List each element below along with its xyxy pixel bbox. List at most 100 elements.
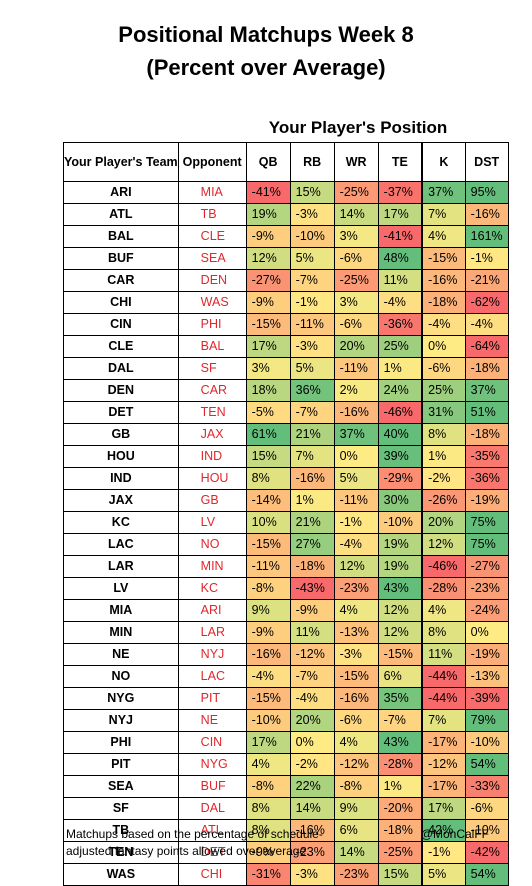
k-value-cell: 7% [421,709,466,732]
rb-value-cell: -11% [289,313,335,336]
rb-value-cell: 11% [289,621,335,644]
qb-value-cell: -16% [245,643,291,666]
wr-value-cell: -6% [333,709,379,732]
table-body: ARI MIA -41% 15% -25% -37% 37% 95% ATL TB 19% -3% 14… [63,181,509,886]
qb-value-cell: -15% [245,687,291,710]
dst-value-cell: 79% [464,709,509,732]
team-cell: SF [63,797,179,820]
column-header-rb: RB [289,142,335,182]
k-value-cell: 12% [421,533,466,556]
te-value-cell: 1% [377,775,423,798]
opponent-cell: DEN [177,269,247,292]
rb-value-cell: 5% [289,357,335,380]
k-value-cell: 20% [421,511,466,534]
qb-value-cell: 19% [245,203,291,226]
chart-title-line2: (Percent over Average) [146,55,386,80]
k-value-cell: -16% [421,269,466,292]
table-row: CAR DEN -27% -7% -25% 11% -16% -21% [63,269,509,292]
opponent-cell: SEA [177,247,247,270]
te-value-cell: -15% [377,643,423,666]
position-group-header: Your Player's Position [268,118,448,137]
table-row: SF DAL 8% 14% 9% -20% 17% -6% [63,797,509,820]
dst-value-cell: -23% [464,577,509,600]
k-value-cell: -44% [421,665,466,688]
te-value-cell: 40% [377,423,423,446]
rb-value-cell: -12% [289,643,335,666]
team-cell: PIT [63,753,179,776]
te-value-cell: -20% [377,797,423,820]
k-value-cell: 11% [421,643,466,666]
k-value-cell: -1% [421,841,466,864]
team-cell: KC [63,511,179,534]
rb-value-cell: 7% [289,445,335,468]
k-value-cell: -4% [421,313,466,336]
table-row: PIT NYG 4% -2% -12% -28% -12% 54% [63,753,509,776]
opponent-cell: TB [177,203,247,226]
table-row: MIN LAR -9% 11% -13% 12% 8% 0% [63,621,509,644]
rb-value-cell: -43% [289,577,335,600]
dst-value-cell: -18% [464,357,509,380]
rb-value-cell: -10% [289,225,335,248]
qb-value-cell: -9% [245,291,291,314]
k-value-cell: -28% [421,577,466,600]
dst-value-cell: 37% [464,379,509,402]
wr-value-cell: 3% [333,291,379,314]
team-cell: NE [63,643,179,666]
rb-value-cell: -4% [289,687,335,710]
team-cell: LAC [63,533,179,556]
qb-value-cell: 17% [245,731,291,754]
rb-value-cell: -18% [289,555,335,578]
te-value-cell: 15% [377,863,423,886]
opponent-cell: ARI [177,599,247,622]
k-value-cell: 1% [421,445,466,468]
opponent-cell: LV [177,511,247,534]
qb-value-cell: -9% [245,841,291,864]
qb-value-cell: -10% [245,709,291,732]
qb-value-cell: -31% [245,863,291,886]
qb-value-cell: -41% [245,181,291,204]
author-handle: @MonCalFF [420,827,489,841]
wr-value-cell: 9% [333,797,379,820]
header-row: Your Player's Team Opponent QB RB WR TE … [63,142,509,182]
rb-value-cell: -7% [289,401,335,424]
column-header-qb: QB [245,142,291,182]
wr-value-cell: -1% [333,511,379,534]
column-header-te: TE [377,142,423,182]
table-row: LV KC -8% -43% -23% 43% -28% -23% [63,577,509,600]
opponent-cell: PHI [177,313,247,336]
k-value-cell: -6% [421,357,466,380]
k-value-cell: 25% [421,379,466,402]
wr-value-cell: -25% [333,269,379,292]
te-value-cell: -41% [377,225,423,248]
rb-value-cell: 5% [289,247,335,270]
table-row: NE NYJ -16% -12% -3% -15% 11% -19% [63,643,509,666]
k-value-cell: 37% [421,181,466,204]
dst-value-cell: -35% [464,445,509,468]
team-cell: GB [63,423,179,446]
dst-value-cell: -27% [464,555,509,578]
te-value-cell: 6% [377,665,423,688]
rb-value-cell: -7% [289,269,335,292]
qb-value-cell: -9% [245,225,291,248]
dst-value-cell: -4% [464,313,509,336]
column-header-dst: DST [464,142,509,182]
team-cell: CIN [63,313,179,336]
team-cell: LAR [63,555,179,578]
opponent-cell: GB [177,489,247,512]
wr-value-cell: -6% [333,313,379,336]
opponent-cell: WAS [177,291,247,314]
wr-value-cell: 12% [333,555,379,578]
rb-value-cell: 1% [289,489,335,512]
matchup-table: Your Player's Team Opponent QB RB WR TE … [63,142,509,886]
qb-value-cell: 18% [245,379,291,402]
opponent-cell: JAX [177,423,247,446]
wr-value-cell: -6% [333,247,379,270]
table-row: DEN CAR 18% 36% 2% 24% 25% 37% [63,379,509,402]
table-row: NYG PIT -15% -4% -16% 35% -44% -39% [63,687,509,710]
team-cell: CAR [63,269,179,292]
qb-value-cell: 10% [245,511,291,534]
opponent-cell: CAR [177,379,247,402]
te-value-cell: 43% [377,731,423,754]
rb-value-cell: -7% [289,665,335,688]
te-value-cell: 12% [377,621,423,644]
